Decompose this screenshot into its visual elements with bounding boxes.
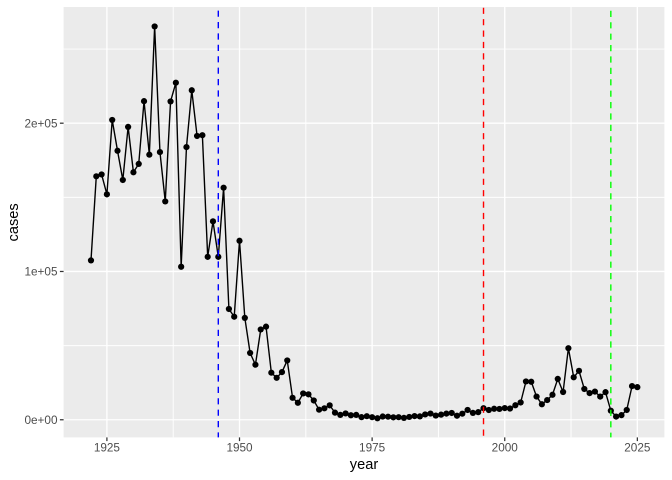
svg-text:0e+00: 0e+00 bbox=[24, 414, 57, 427]
svg-text:1e+05: 1e+05 bbox=[24, 266, 57, 279]
svg-text:2e+05: 2e+05 bbox=[24, 117, 57, 130]
svg-text:1975: 1975 bbox=[359, 442, 386, 455]
svg-text:2000: 2000 bbox=[492, 442, 519, 455]
svg-text:2025: 2025 bbox=[624, 442, 651, 455]
svg-text:cases: cases bbox=[6, 203, 22, 241]
svg-text:1950: 1950 bbox=[226, 442, 253, 455]
svg-text:1925: 1925 bbox=[94, 442, 121, 455]
svg-text:year: year bbox=[350, 457, 379, 473]
